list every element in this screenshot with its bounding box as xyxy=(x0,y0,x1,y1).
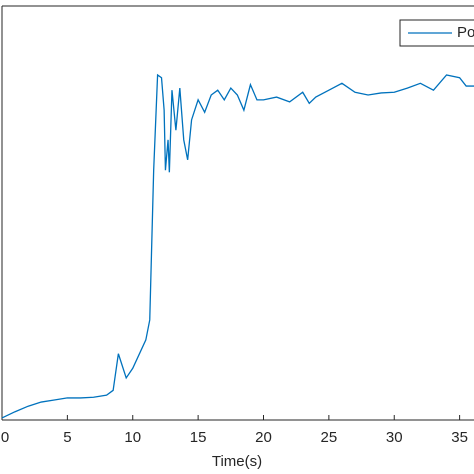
x-tick-label: 30 xyxy=(386,429,403,446)
legend-label: Po xyxy=(457,24,474,41)
x-tick-label: 5 xyxy=(63,429,71,446)
x-tick-label: 15 xyxy=(190,429,207,446)
x-tick-label: 25 xyxy=(321,429,338,446)
x-axis-label: Time(s) xyxy=(212,453,262,470)
x-tick-label: 35 xyxy=(451,429,468,446)
x-tick-label: 20 xyxy=(255,429,272,446)
data-line xyxy=(1,73,474,419)
x-tick-label: 0 xyxy=(1,429,9,446)
x-tick-label: 10 xyxy=(124,429,141,446)
